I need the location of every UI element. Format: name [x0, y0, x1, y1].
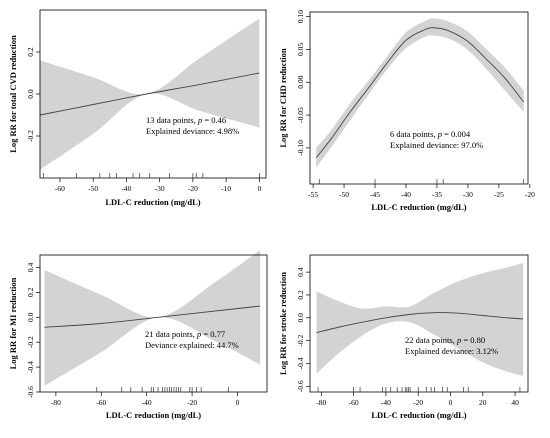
- y-tick-label: 0.0: [26, 89, 35, 99]
- annotation-line-2: Explained deviance: 3.12%: [405, 346, 498, 356]
- fit-line: [316, 312, 524, 334]
- x-tick-label: -25: [494, 190, 504, 199]
- plot-frame: [309, 254, 529, 393]
- panel-3: -80 -60 -40 -20 0 -0.6 -0.4 -0.2 0.0 0.2 0.4 LDL-C …: [8, 250, 268, 420]
- y-tick-label: -0.6: [296, 380, 305, 392]
- fit-line: [44, 305, 261, 328]
- y-tick-label: 0.0: [296, 313, 305, 323]
- x-tick-label: 0: [257, 184, 261, 193]
- x-tick-label: -55: [308, 190, 318, 199]
- y-tick-label: -0.2: [26, 130, 35, 142]
- x-tick-label: -40: [142, 398, 152, 407]
- annotation-line-1: 22 data points, p = 0.80: [405, 335, 485, 345]
- x-tick-label: -50: [88, 184, 98, 193]
- x-tick-label: -20: [413, 398, 423, 407]
- x-tick-label: 20: [479, 398, 487, 407]
- annotation-line-1: 6 data points, p = 0.004: [390, 129, 471, 139]
- plot-frame: [309, 11, 529, 185]
- x-axis-label: LDL-C reduction (mg/dL): [371, 202, 466, 212]
- x-tick-label: -30: [463, 190, 473, 199]
- y-tick-label: 0.0: [26, 312, 35, 322]
- x-axis-label: LDL-C reduction (mg/dL): [105, 197, 200, 207]
- x-tick-label: -20: [187, 398, 197, 407]
- x-tick-label: -60: [55, 184, 65, 193]
- y-axis-label: Log RR for total CVD reduction: [8, 35, 18, 153]
- y-tick-label: 0.4: [296, 267, 305, 277]
- y-tick-label: 0.10: [296, 10, 305, 23]
- y-tick-label: 0.00: [296, 75, 305, 88]
- y-tick-label: -0.10: [296, 140, 305, 156]
- x-tick-label: -20: [525, 190, 535, 199]
- y-tick-label: -0.2: [26, 336, 35, 348]
- y-tick-label: -0.2: [296, 334, 305, 346]
- x-tick-label: -60: [349, 398, 359, 407]
- y-tick-label: 0.2: [26, 287, 35, 297]
- panel-2: -55 -50 -45 -40 -35 -30 -25 -20 -0.10 -0.05 0.00 0.…: [278, 10, 535, 212]
- x-tick-label: -60: [96, 398, 106, 407]
- annotation-line-2: Explained deviance: 4.98%: [146, 126, 239, 136]
- y-tick-label: -0.05: [296, 107, 305, 123]
- annotation-line-1: 21 data points, p = 0.77: [145, 329, 225, 339]
- x-tick-label: 0: [449, 398, 453, 407]
- y-axis-label: Log RR for stroke reduction: [278, 272, 288, 375]
- confidence-band: [316, 262, 524, 377]
- x-tick-label: -40: [401, 190, 411, 199]
- x-tick-label: -10: [221, 184, 231, 193]
- y-tick-label: 0.4: [26, 263, 35, 273]
- x-axis-label: LDL-C reduction (mg/dL): [371, 410, 466, 420]
- annotation-line-2: Deviance explained: 44.7%: [145, 340, 239, 350]
- x-tick-label: -40: [121, 184, 131, 193]
- x-tick-label: -80: [51, 398, 61, 407]
- x-tick-label: -80: [316, 398, 326, 407]
- x-tick-label: -40: [381, 398, 391, 407]
- y-tick-label: -0.6: [26, 386, 35, 398]
- x-tick-label: -45: [370, 190, 380, 199]
- panel-4: -80 -60 -40 -20 0 20 40 -0.6 -0.4 -0.2 0.0 0.2 0.4 LD…: [278, 254, 529, 420]
- x-axis-label: LDL-C reduction (mg/dL): [106, 410, 201, 420]
- fit-line: [39, 72, 260, 116]
- y-tick-label: -0.4: [26, 361, 35, 373]
- y-tick-label: 0.2: [26, 47, 35, 57]
- x-tick-label: -50: [339, 190, 349, 199]
- y-tick-label: -0.4: [296, 357, 305, 369]
- y-tick-label: 0.05: [296, 43, 305, 56]
- x-tick-label: 40: [511, 398, 519, 407]
- x-tick-label: 0: [236, 398, 240, 407]
- y-axis-label: Log RR for CHD reduction: [278, 48, 288, 148]
- confidence-band: [40, 18, 260, 170]
- panel-1: -60 -50 -40 -30 -20 -10 0 -0.2 0.0 0.2 LDL-C reduc…: [8, 9, 267, 207]
- x-tick-label: -35: [432, 190, 442, 199]
- x-tick-label: -20: [188, 184, 198, 193]
- annotation-line-1: 13 data points, p = 0.46: [146, 115, 226, 125]
- annotation-line-2: Explained deviance: 97.0%: [390, 140, 483, 150]
- y-tick-label: 0.2: [296, 290, 305, 300]
- y-axis-label: Log RR for MI reduction: [8, 277, 18, 369]
- x-tick-label: -30: [155, 184, 165, 193]
- fit-line: [315, 27, 525, 159]
